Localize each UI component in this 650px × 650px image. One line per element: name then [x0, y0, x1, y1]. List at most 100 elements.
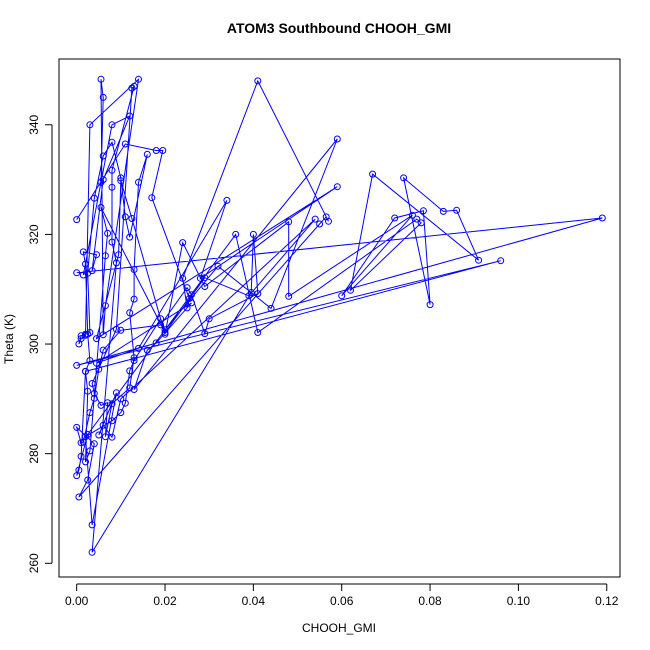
data-point: [86, 447, 94, 455]
data-point: [497, 257, 505, 265]
data-point: [130, 357, 138, 364]
data-point: [95, 431, 103, 439]
data-point: [108, 400, 116, 408]
y-tick-label: 340: [27, 114, 41, 134]
x-axis-label: CHOOH_GMI: [302, 621, 376, 635]
data-point: [179, 239, 187, 247]
data-point: [99, 93, 107, 101]
data-point: [196, 274, 204, 282]
data-point: [201, 330, 209, 338]
data-point: [417, 219, 425, 227]
data-point: [84, 330, 92, 338]
data-point: [108, 238, 116, 246]
data-point: [99, 176, 107, 184]
data-point: [90, 194, 98, 202]
data-point: [130, 386, 138, 393]
data-point: [117, 395, 125, 403]
data-point: [254, 290, 262, 298]
data-point: [95, 365, 103, 373]
data-point: [82, 260, 89, 268]
data-point: [99, 346, 107, 354]
data-point: [90, 394, 98, 402]
x-tick-label: 0.08: [418, 594, 442, 608]
data-point: [77, 332, 85, 340]
data-point: [126, 384, 134, 392]
data-point: [254, 77, 262, 85]
data-point: [322, 213, 330, 221]
data-point: [369, 170, 377, 178]
data-point: [205, 315, 213, 323]
data-point: [179, 274, 187, 282]
data-point: [88, 521, 96, 529]
data-point: [126, 112, 134, 120]
data-point: [419, 207, 427, 215]
data-point: [82, 367, 89, 375]
data-point: [86, 121, 94, 129]
data-point: [135, 344, 142, 352]
data-point: [130, 295, 138, 303]
data-point: [108, 417, 116, 425]
data-point: [108, 138, 116, 146]
plot-frame: [58, 58, 621, 578]
data-point: [188, 291, 195, 299]
data-point: [73, 361, 81, 369]
data-point: [126, 233, 134, 241]
data-point: [121, 213, 129, 221]
data-point: [143, 346, 151, 354]
data-point: [93, 251, 100, 259]
data-point: [97, 75, 105, 83]
data-point: [333, 135, 341, 143]
data-point: [117, 177, 125, 185]
data-point: [112, 325, 120, 333]
data-point: [108, 183, 116, 191]
data-point: [201, 274, 209, 282]
data-point: [183, 304, 191, 312]
data-point: [73, 423, 81, 431]
data-point: [73, 269, 81, 277]
data-point: [117, 174, 125, 182]
data-point: [267, 304, 275, 312]
data-point: [88, 548, 96, 556]
data-point: [99, 331, 107, 339]
data-point: [130, 354, 138, 362]
data-point: [232, 230, 240, 238]
data-point: [99, 421, 107, 429]
data-point: [115, 251, 123, 259]
x-axis: 0.00 0.02 0.04 0.06 0.08 0.10 0.12: [65, 583, 619, 608]
data-point: [121, 399, 129, 407]
data-point: [88, 380, 96, 387]
data-point: [126, 367, 134, 375]
data-point: [135, 75, 142, 83]
data-point: [333, 183, 341, 191]
data-point: [130, 82, 138, 90]
y-axis-label: Theta (K): [2, 314, 16, 364]
data-point: [285, 218, 293, 226]
data-point: [99, 152, 107, 160]
data-point: [88, 267, 96, 275]
data-point: [128, 215, 136, 222]
data-point: [223, 196, 231, 204]
data-point: [143, 150, 151, 158]
data-point: [161, 330, 169, 338]
data-point: [112, 259, 120, 267]
data-point: [400, 174, 408, 182]
data-point: [188, 299, 195, 307]
data-point: [285, 292, 293, 300]
data-point: [101, 252, 109, 260]
y-tick-label: 320: [27, 224, 41, 244]
data-point: [426, 301, 434, 309]
data-point: [338, 292, 346, 300]
series-line: [75, 77, 603, 553]
data-point: [161, 326, 169, 334]
data-point: [101, 433, 109, 441]
data-point: [79, 271, 87, 279]
data-point: [152, 147, 160, 154]
data-point: [75, 466, 83, 474]
data-point: [97, 204, 105, 211]
data-point: [148, 194, 156, 202]
data-point: [201, 283, 209, 290]
data-point: [157, 315, 165, 323]
data-point: [75, 493, 83, 501]
y-tick-label: 280: [27, 443, 41, 463]
